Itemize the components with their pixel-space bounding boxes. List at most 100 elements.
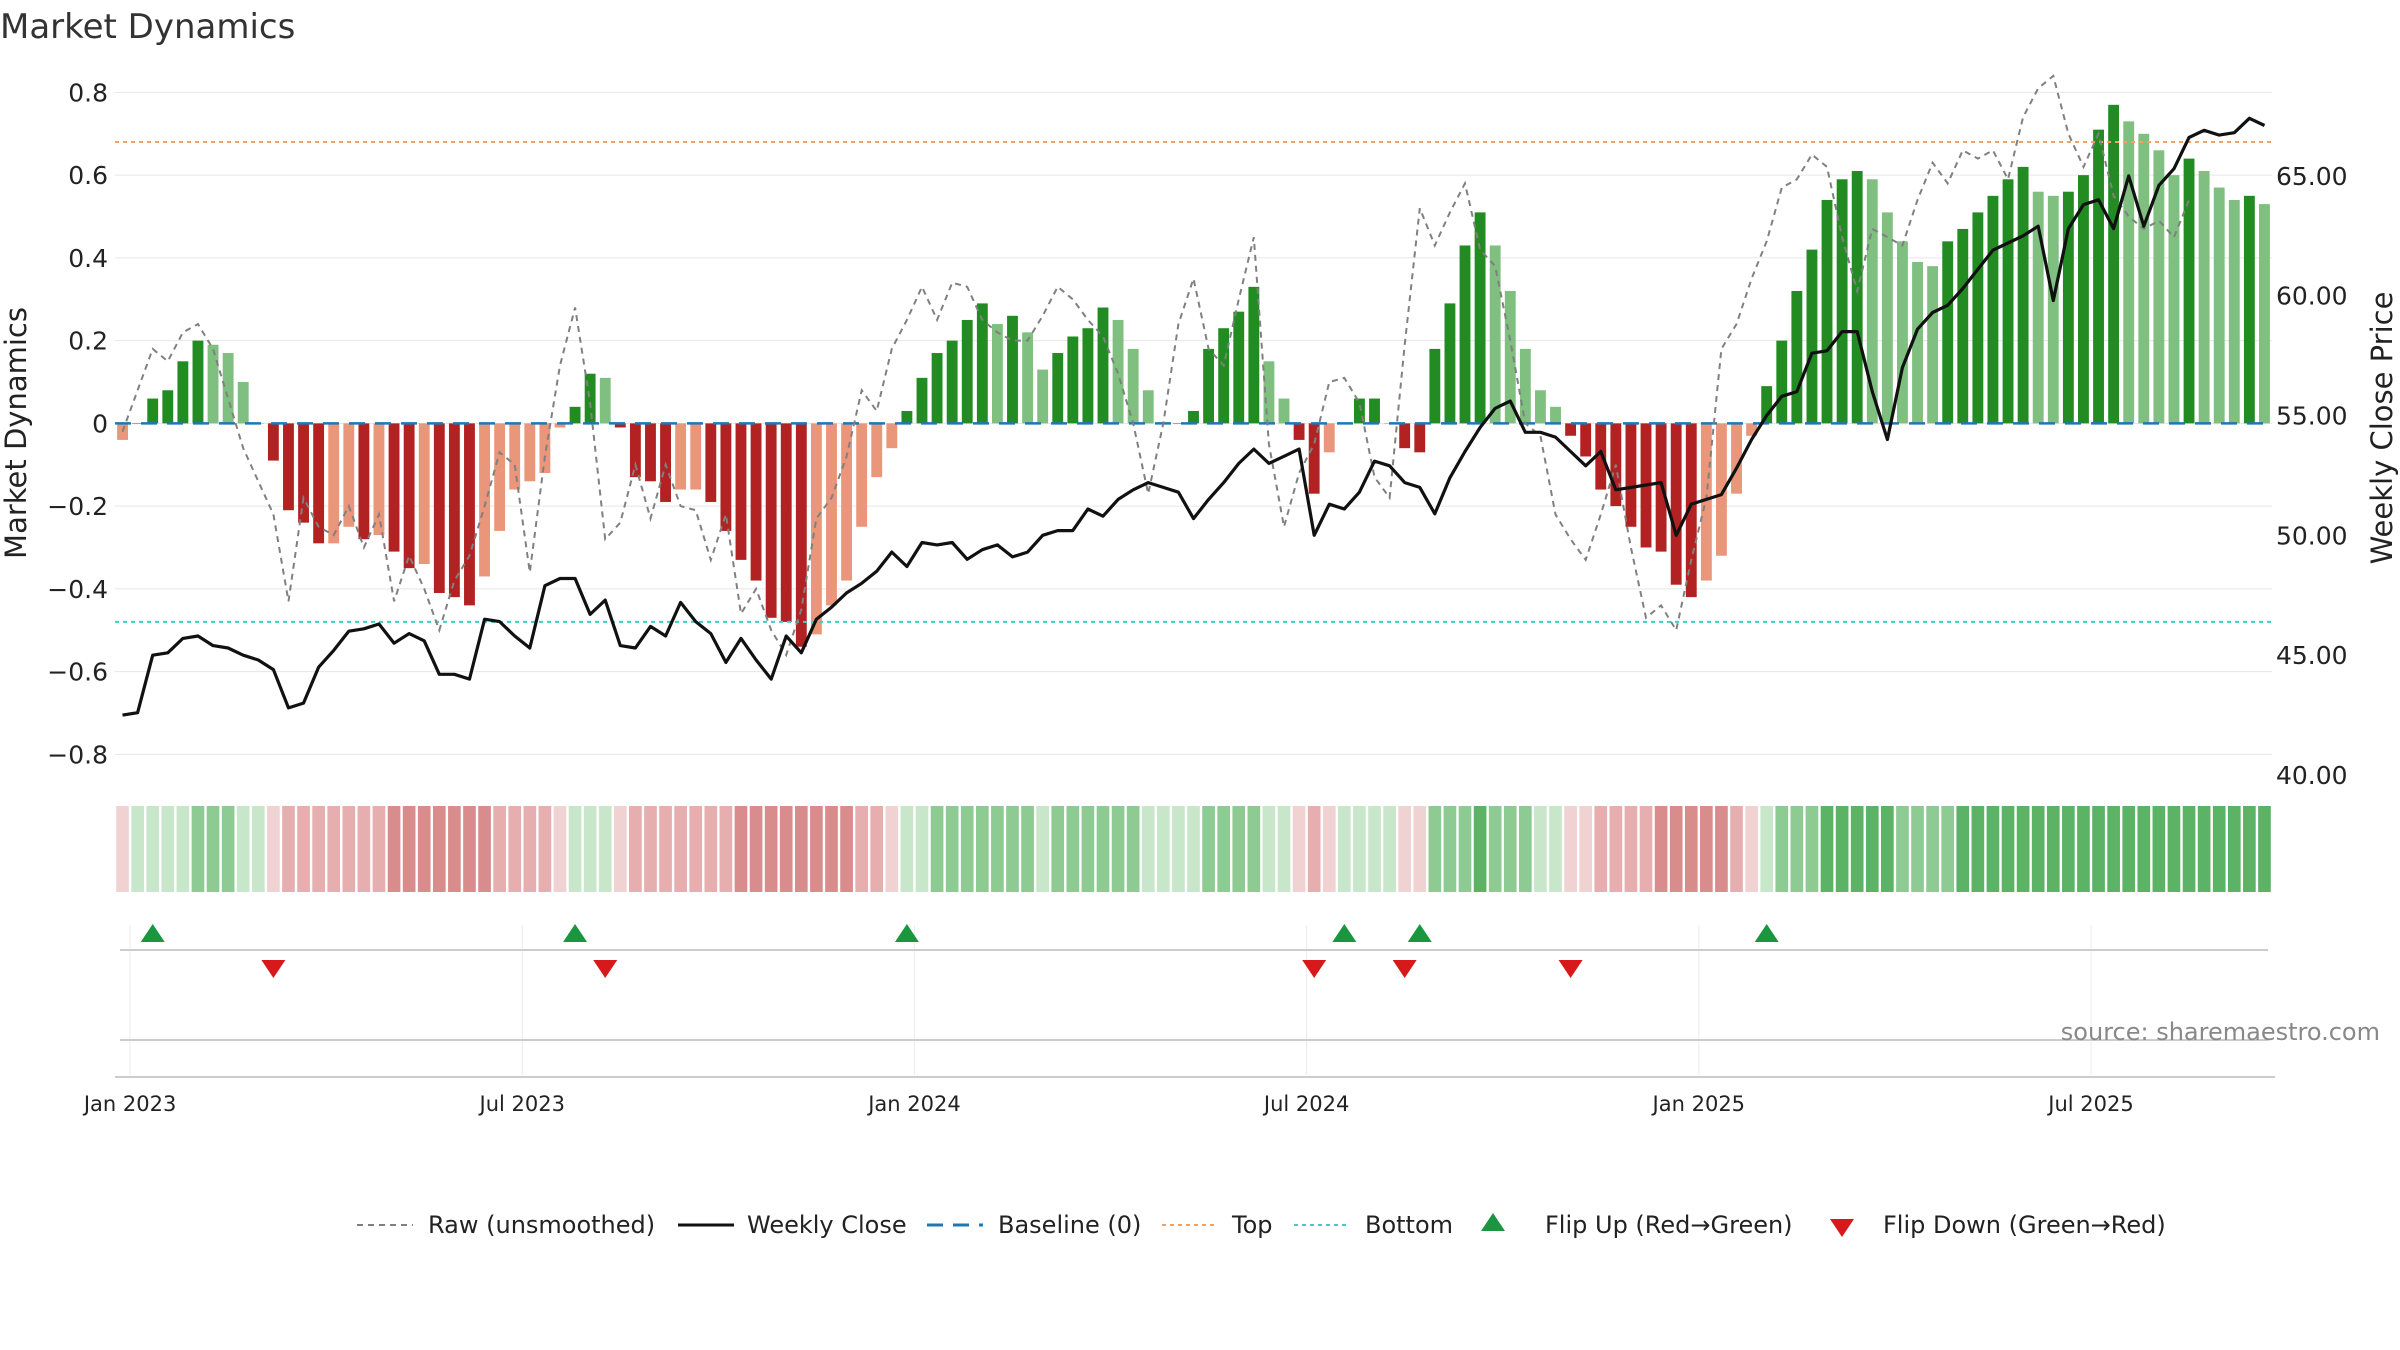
dynamics-bar: [1716, 423, 1727, 556]
dynamics-bar: [2108, 104, 2120, 424]
y2-tick-label: 65.00: [2276, 162, 2348, 191]
heat-strip-cell: [885, 806, 899, 892]
heat-strip-cell: [900, 806, 914, 892]
dynamics-bar: [539, 423, 551, 474]
legend-top-label: Top: [1231, 1211, 1273, 1239]
heat-strip-cell: [1247, 806, 1261, 892]
heat-strip-cell: [583, 806, 597, 892]
heat-strip-cell: [1096, 806, 1110, 892]
x-tick-label: Jul 2025: [2046, 1092, 2133, 1116]
heat-strip-cell: [794, 806, 808, 892]
heat-strip-cell: [991, 806, 1004, 892]
dynamics-bar: [313, 423, 325, 544]
y2-tick-label: 55.00: [2276, 402, 2348, 431]
heat-strip-cell: [1760, 806, 1774, 892]
heat-strip-cell: [1594, 806, 1608, 892]
heat-strip-cell: [1338, 806, 1351, 892]
heat-strip-cell: [297, 806, 310, 892]
heat-strip-cell: [1654, 806, 1668, 892]
heat-strip-cell: [402, 806, 416, 892]
dynamics-bar: [1444, 303, 1456, 424]
dynamics-bar: [328, 423, 340, 544]
heat-strip-cell: [1051, 806, 1065, 892]
heat-strip-cell: [508, 806, 522, 892]
heat-strip-cell: [1141, 806, 1155, 892]
legend-raw-label: Raw (unsmoothed): [428, 1211, 655, 1239]
dynamics-bar: [147, 398, 159, 424]
dynamics-bar: [1399, 423, 1411, 449]
dynamics-bar: [599, 377, 611, 424]
dynamics-bar: [1459, 245, 1471, 424]
dynamics-bar: [841, 423, 853, 581]
heat-strip-cell: [1473, 806, 1487, 892]
dynamics-bar: [1082, 328, 1094, 424]
heat-strip-cell: [1413, 806, 1427, 892]
heat-strip-cell: [327, 806, 341, 892]
y-tick-label: −0.4: [47, 575, 108, 604]
dynamics-bar: [1595, 423, 1607, 490]
dynamics-bar: [1308, 423, 1320, 494]
dynamics-bar: [1022, 332, 1034, 424]
legend-flip-up-marker: [1481, 1213, 1505, 1231]
heat-strip-cell: [1805, 806, 1819, 892]
legend-close-label: Weekly Close: [747, 1211, 907, 1239]
heat-strip-cell: [553, 806, 567, 892]
y-tick-label: −0.8: [47, 740, 108, 769]
series-lines: [121, 74, 2266, 717]
heat-strip-cell: [1730, 806, 1743, 892]
dynamics-bar: [464, 423, 475, 606]
heat-strip-cell: [251, 806, 265, 892]
dynamics-bar: [750, 423, 762, 581]
heat-strip-cell: [1715, 806, 1728, 892]
dynamics-bar: [1323, 423, 1335, 453]
dynamics-bar: [705, 423, 717, 502]
dynamics-bar: [584, 373, 596, 424]
dynamics-bar: [1278, 398, 1290, 424]
dynamics-bar: [388, 423, 400, 552]
dynamics-bar: [1897, 241, 1908, 424]
heat-strip-cell: [1036, 806, 1049, 892]
heat-strip-cell: [478, 806, 491, 892]
heat-strip-cell: [1443, 806, 1457, 892]
heat-strip-cell: [2077, 806, 2090, 892]
heat-strip-cell: [1971, 806, 1985, 892]
dynamics-bar: [1369, 398, 1380, 424]
y-tick-label: 0.4: [68, 244, 108, 273]
heat-strip-cell: [1564, 806, 1577, 892]
heat-strip-cell: [1534, 806, 1547, 892]
heat-strip-cell: [598, 806, 612, 892]
flip-up-marker: [563, 924, 588, 942]
heat-strip-cell: [1579, 806, 1593, 892]
heat-strip-cell: [810, 806, 823, 892]
dynamics-bar: [720, 423, 732, 531]
heat-strip-cell: [1684, 806, 1698, 892]
heat-strip-cell: [1322, 806, 1336, 892]
dynamics-bar: [1293, 423, 1305, 440]
dynamics-bar: [1972, 212, 1984, 424]
heat-strip-cell: [734, 806, 748, 892]
heat-strip-cell: [719, 806, 733, 892]
heat-strip-cell: [1202, 806, 1215, 892]
heat-strip-cell: [1865, 806, 1879, 892]
dynamics-bar: [2213, 187, 2225, 424]
heat-strip-cell: [417, 806, 431, 892]
y2-tick-label: 50.00: [2276, 521, 2348, 550]
dynamics-bar: [1188, 410, 1199, 424]
heat-strip-cell: [2182, 806, 2196, 892]
y-tick-label: 0.2: [68, 327, 108, 356]
heat-strip-cell: [2062, 806, 2075, 892]
dynamics-bar: [1233, 311, 1245, 424]
heat-strip-cell: [2243, 806, 2256, 892]
flip-up-marker: [894, 924, 919, 942]
dynamics-bar: [237, 381, 249, 424]
heat-strip-cell: [1639, 806, 1653, 892]
dynamics-bar: [1534, 390, 1546, 424]
heat-strip-cell: [206, 806, 220, 892]
dynamics-bar: [645, 423, 656, 482]
y-tick-label: −0.2: [47, 492, 108, 521]
y2-tick-label: 40.00: [2276, 761, 2348, 790]
dynamics-bar: [2183, 158, 2195, 424]
dynamics-bar: [117, 423, 128, 440]
dynamics-bar: [976, 303, 988, 424]
dynamics-bar: [765, 423, 777, 618]
